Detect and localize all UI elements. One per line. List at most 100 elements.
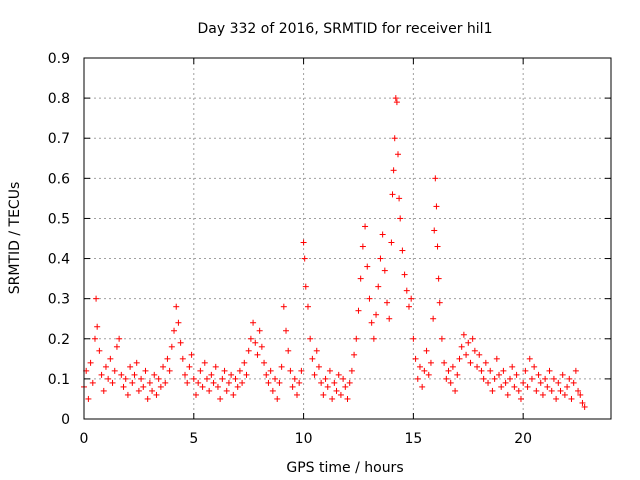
data-point bbox=[307, 335, 314, 342]
data-point bbox=[199, 383, 206, 390]
data-point bbox=[388, 239, 395, 246]
data-point bbox=[318, 379, 325, 386]
data-point bbox=[324, 383, 331, 390]
data-point bbox=[581, 403, 588, 410]
data-point bbox=[441, 359, 448, 366]
data-point bbox=[203, 375, 210, 382]
data-point bbox=[267, 367, 274, 374]
data-point bbox=[379, 231, 386, 238]
data-point bbox=[100, 387, 107, 394]
data-point bbox=[353, 335, 360, 342]
data-point bbox=[138, 375, 145, 382]
data-point bbox=[370, 335, 377, 342]
data-point bbox=[557, 387, 564, 394]
data-point bbox=[326, 367, 333, 374]
data-point bbox=[283, 327, 290, 334]
data-point bbox=[149, 387, 156, 394]
data-point bbox=[469, 335, 476, 342]
data-point bbox=[173, 303, 180, 310]
data-point bbox=[320, 391, 327, 398]
x-tick-label: 5 bbox=[189, 431, 198, 447]
data-point bbox=[228, 371, 235, 378]
data-point bbox=[122, 375, 129, 382]
data-point bbox=[252, 339, 259, 346]
data-point bbox=[553, 395, 560, 402]
data-point bbox=[522, 367, 529, 374]
data-point bbox=[537, 379, 544, 386]
data-point bbox=[186, 363, 193, 370]
data-point bbox=[144, 395, 151, 402]
data-points bbox=[81, 95, 588, 410]
data-point bbox=[329, 395, 336, 402]
data-point bbox=[454, 371, 461, 378]
data-point bbox=[197, 367, 204, 374]
data-point bbox=[539, 391, 546, 398]
data-point bbox=[489, 387, 496, 394]
data-point bbox=[291, 375, 298, 382]
chart-title: Day 332 of 2016, SRMTID for receiver hil… bbox=[198, 21, 493, 37]
data-point bbox=[386, 315, 393, 322]
data-point bbox=[482, 359, 489, 366]
data-point bbox=[452, 387, 459, 394]
data-point bbox=[423, 347, 430, 354]
y-tick-label: 0.7 bbox=[48, 131, 70, 147]
data-point bbox=[373, 311, 380, 318]
data-point bbox=[298, 367, 305, 374]
data-point bbox=[272, 375, 279, 382]
data-point bbox=[285, 347, 292, 354]
data-point bbox=[261, 359, 268, 366]
data-point bbox=[278, 363, 285, 370]
data-point bbox=[506, 375, 513, 382]
y-tick-label: 0.6 bbox=[48, 171, 70, 187]
data-point bbox=[511, 383, 518, 390]
x-tick-label: 20 bbox=[514, 431, 532, 447]
data-point bbox=[546, 367, 553, 374]
data-point bbox=[210, 379, 217, 386]
data-point bbox=[474, 363, 481, 370]
data-point bbox=[460, 331, 467, 338]
data-point bbox=[433, 203, 440, 210]
data-point bbox=[175, 319, 182, 326]
data-point bbox=[258, 343, 265, 350]
data-point bbox=[377, 255, 384, 262]
data-point bbox=[118, 371, 125, 378]
data-point bbox=[105, 375, 112, 382]
data-point bbox=[232, 375, 239, 382]
data-point bbox=[419, 383, 426, 390]
data-point bbox=[157, 383, 164, 390]
data-point bbox=[166, 367, 173, 374]
data-point bbox=[313, 347, 320, 354]
data-point bbox=[421, 367, 428, 374]
data-point bbox=[164, 355, 171, 362]
data-point bbox=[223, 387, 230, 394]
data-point bbox=[311, 371, 318, 378]
data-point bbox=[188, 351, 195, 358]
data-point bbox=[480, 375, 487, 382]
data-point bbox=[201, 359, 208, 366]
data-point bbox=[214, 383, 221, 390]
data-point bbox=[375, 283, 382, 290]
data-point bbox=[153, 391, 160, 398]
data-point bbox=[438, 335, 445, 342]
data-point bbox=[87, 359, 94, 366]
data-point bbox=[333, 387, 340, 394]
y-tick-label: 0 bbox=[61, 412, 70, 428]
data-point bbox=[192, 391, 199, 398]
data-point bbox=[416, 363, 423, 370]
data-point bbox=[485, 379, 492, 386]
data-point bbox=[504, 391, 511, 398]
data-point bbox=[206, 387, 213, 394]
data-point bbox=[520, 379, 527, 386]
data-point bbox=[221, 367, 228, 374]
data-point bbox=[151, 371, 158, 378]
data-point bbox=[531, 363, 538, 370]
data-point bbox=[568, 395, 575, 402]
data-point bbox=[340, 375, 347, 382]
data-point bbox=[140, 383, 147, 390]
data-point bbox=[391, 135, 398, 142]
data-point bbox=[109, 379, 116, 386]
axis-ticks: 0 0.1 0.2 0.3 0.4 0.5 0.6 0.7 0.8 0.9 0 5 10 15 20 bbox=[48, 51, 611, 447]
y-tick-label: 0.8 bbox=[48, 91, 70, 107]
data-point bbox=[155, 375, 162, 382]
data-point bbox=[559, 371, 566, 378]
